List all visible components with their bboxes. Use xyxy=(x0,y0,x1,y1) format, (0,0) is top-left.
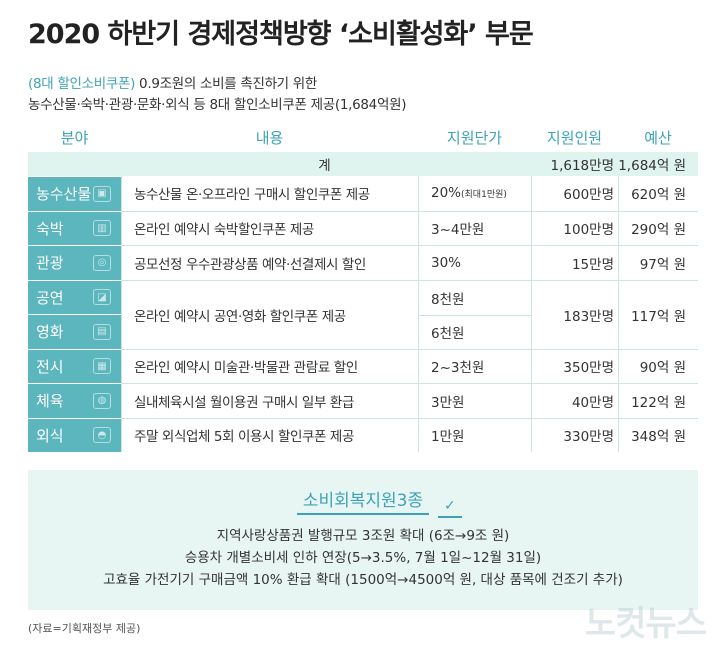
table-row: 전시 ▦ 온라인 예약시 미술관·박물관 관람료 할인 2~3천원 350만명 … xyxy=(28,348,698,383)
support-box-title-text: 소비회복지원3종 xyxy=(296,491,430,515)
people-cell: 350만명 xyxy=(531,348,618,383)
unit-cell: 3~4만원 xyxy=(418,210,531,245)
header-people: 지원인원 xyxy=(546,128,603,147)
map-pin-icon: ◎ xyxy=(93,254,111,271)
budget-cell: 117억 원 xyxy=(618,279,698,349)
category-cell: 농수산물 ▣ xyxy=(28,176,121,211)
check-icon: ✓ xyxy=(438,498,462,518)
table-row: 농수산물 ▣ 농수산물 온·오프라인 구매시 할인쿠폰 제공 20% (최대1만원… xyxy=(28,176,698,211)
desc-cell: 농수산물 온·오프라인 구매시 할인쿠폰 제공 xyxy=(121,176,418,211)
header-budget: 예산 xyxy=(644,128,672,147)
support-line: 고효율 가전기기 구매금액 10% 환급 확대 (1500억→4500억 원, … xyxy=(103,572,623,588)
unit-cell: 8천원 xyxy=(431,291,465,308)
source-note: (자료=기획재정부 제공) xyxy=(28,622,141,635)
total-people: 1,618만명 xyxy=(550,158,615,174)
desc-cell: 공모선정 우수관광상품 예약·선결제시 할인 xyxy=(121,245,418,280)
people-cell: 600만명 xyxy=(531,176,618,211)
unit-cell: 30% xyxy=(418,245,531,280)
desc-cell: 온라인 예약시 숙박할인쿠폰 제공 xyxy=(121,210,418,245)
intro-text: (8대 할인소비쿠폰) 0.9조원의 소비를 촉진하기 위한 농수산물·숙박·관… xyxy=(28,74,406,116)
unit-cell: 6천원 xyxy=(419,314,531,349)
category-cell: 관광 ◎ xyxy=(28,245,121,280)
desc-cell: 온라인 예약시 미술관·박물관 관람료 할인 xyxy=(121,348,418,383)
budget-cell: 122억 원 xyxy=(618,383,698,418)
budget-cell: 97억 원 xyxy=(618,245,698,280)
desc-cell: 주말 외식업체 5회 이용시 할인쿠폰 제공 xyxy=(121,417,418,452)
unit-cell: 1만원 xyxy=(418,417,531,452)
budget-cell: 348억 원 xyxy=(618,417,698,452)
intro-line2: 농수산물·숙박·관광·문화·외식 등 8대 할인소비쿠폰 제공(1,684억원) xyxy=(28,97,407,113)
category-label: 공연 xyxy=(36,288,64,307)
category-label: 전시 xyxy=(36,357,64,376)
unit-cell: 20% (최대1만원) xyxy=(418,176,531,211)
support-line: 지역사랑상품권 발행규모 3조원 확대 (6조→9조 원) xyxy=(216,528,510,544)
total-label: 계 xyxy=(318,158,331,174)
intro-line1: 0.9조원의 소비를 촉진하기 위한 xyxy=(135,76,318,92)
category-label: 체육 xyxy=(36,392,64,411)
people-cell: 183만명 xyxy=(531,279,618,349)
unit-cell: 2~3천원 xyxy=(418,348,531,383)
desc-cell: 실내체육시설 월이용권 구매시 일부 환급 xyxy=(121,383,418,418)
page-title: 2020 하반기 경제정책방향 ‘소비활성화’ 부문 xyxy=(28,19,534,50)
total-budget: 1,684억 원 xyxy=(618,158,686,174)
support-line: 승용차 개별소비세 인하 연장(5→3.5%, 7월 1일~12월 31일) xyxy=(184,550,542,566)
table-row: 관광 ◎ 공모선정 우수관광상품 예약·선결제시 할인 30% 15만명 97억… xyxy=(28,245,698,280)
table-header: 분야 내용 지원단가 지원인원 예산 xyxy=(28,122,698,152)
dining-icon: ◓ xyxy=(93,427,111,444)
category-cell: 전시 ▦ xyxy=(28,348,121,383)
unit-cell: 3만원 xyxy=(418,383,531,418)
sports-icon: ◍ xyxy=(93,392,111,409)
header-unit: 지원단가 xyxy=(446,128,503,147)
coupon-table: 분야 내용 지원단가 지원인원 예산 계 1,618만명 1,684억 원 농수… xyxy=(28,122,698,452)
basket-icon: ▣ xyxy=(93,185,111,202)
unit-value: 20% xyxy=(431,185,462,202)
category-label: 숙박 xyxy=(36,219,64,238)
table-row: 체육 ◍ 실내체육시설 월이용권 구매시 일부 환급 3만원 40만명 122억… xyxy=(28,383,698,418)
unit-note: (최대1만원) xyxy=(461,189,507,200)
watermark-logo: 노컷뉴스 xyxy=(584,604,707,644)
support-box-lines: 지역사랑상품권 발행규모 3조원 확대 (6조→9조 원) 승용차 개별소비세 … xyxy=(28,525,698,591)
intro-tag: (8대 할인소비쿠폰) xyxy=(28,76,136,92)
budget-cell: 620억 원 xyxy=(618,176,698,211)
table-row-merged: 공연 ◪ 영화 ▤ 온라인 예약시 공연·영화 할인쿠폰 제공 8천원 6천원 … xyxy=(28,279,698,349)
category-label: 외식 xyxy=(36,426,64,445)
stage-icon: ◪ xyxy=(93,289,111,306)
budget-cell: 90억 원 xyxy=(618,348,698,383)
budget-cell: 290억 원 xyxy=(618,210,698,245)
people-cell: 330만명 xyxy=(531,417,618,452)
people-cell: 40만명 xyxy=(531,383,618,418)
header-content: 내용 xyxy=(255,128,284,147)
table-row: 외식 ◓ 주말 외식업체 5회 이용시 할인쿠폰 제공 1만원 330만명 34… xyxy=(28,417,698,452)
people-cell: 100만명 xyxy=(531,210,618,245)
gallery-icon: ▦ xyxy=(93,358,111,375)
category-cell: 숙박 ▥ xyxy=(28,210,121,245)
desc-cell: 온라인 예약시 공연·영화 할인쿠폰 제공 xyxy=(121,279,418,349)
merged-categories: 공연 ◪ 영화 ▤ xyxy=(28,279,121,349)
support-box-title: 소비회복지원3종 ✓ xyxy=(28,486,698,518)
support-box: 소비회복지원3종 ✓ 지역사랑상품권 발행규모 3조원 확대 (6조→9조 원)… xyxy=(28,470,698,610)
category-cell: 영화 ▤ xyxy=(28,314,121,349)
table-row: 숙박 ▥ 온라인 예약시 숙박할인쿠폰 제공 3~4만원 100만명 290억 … xyxy=(28,210,698,245)
total-row: 계 1,618만명 1,684억 원 xyxy=(28,152,698,176)
film-icon: ▤ xyxy=(93,323,111,340)
category-label: 관광 xyxy=(36,254,64,273)
category-label: 영화 xyxy=(36,323,64,342)
header-category: 분야 xyxy=(60,128,89,147)
unit-stack: 8천원 6천원 xyxy=(418,279,531,349)
hotel-icon: ▥ xyxy=(93,220,111,237)
category-cell: 외식 ◓ xyxy=(28,417,121,452)
category-label: 농수산물 xyxy=(36,185,92,204)
category-cell: 공연 ◪ xyxy=(28,279,121,314)
category-cell: 체육 ◍ xyxy=(28,383,121,418)
people-cell: 15만명 xyxy=(531,245,618,280)
